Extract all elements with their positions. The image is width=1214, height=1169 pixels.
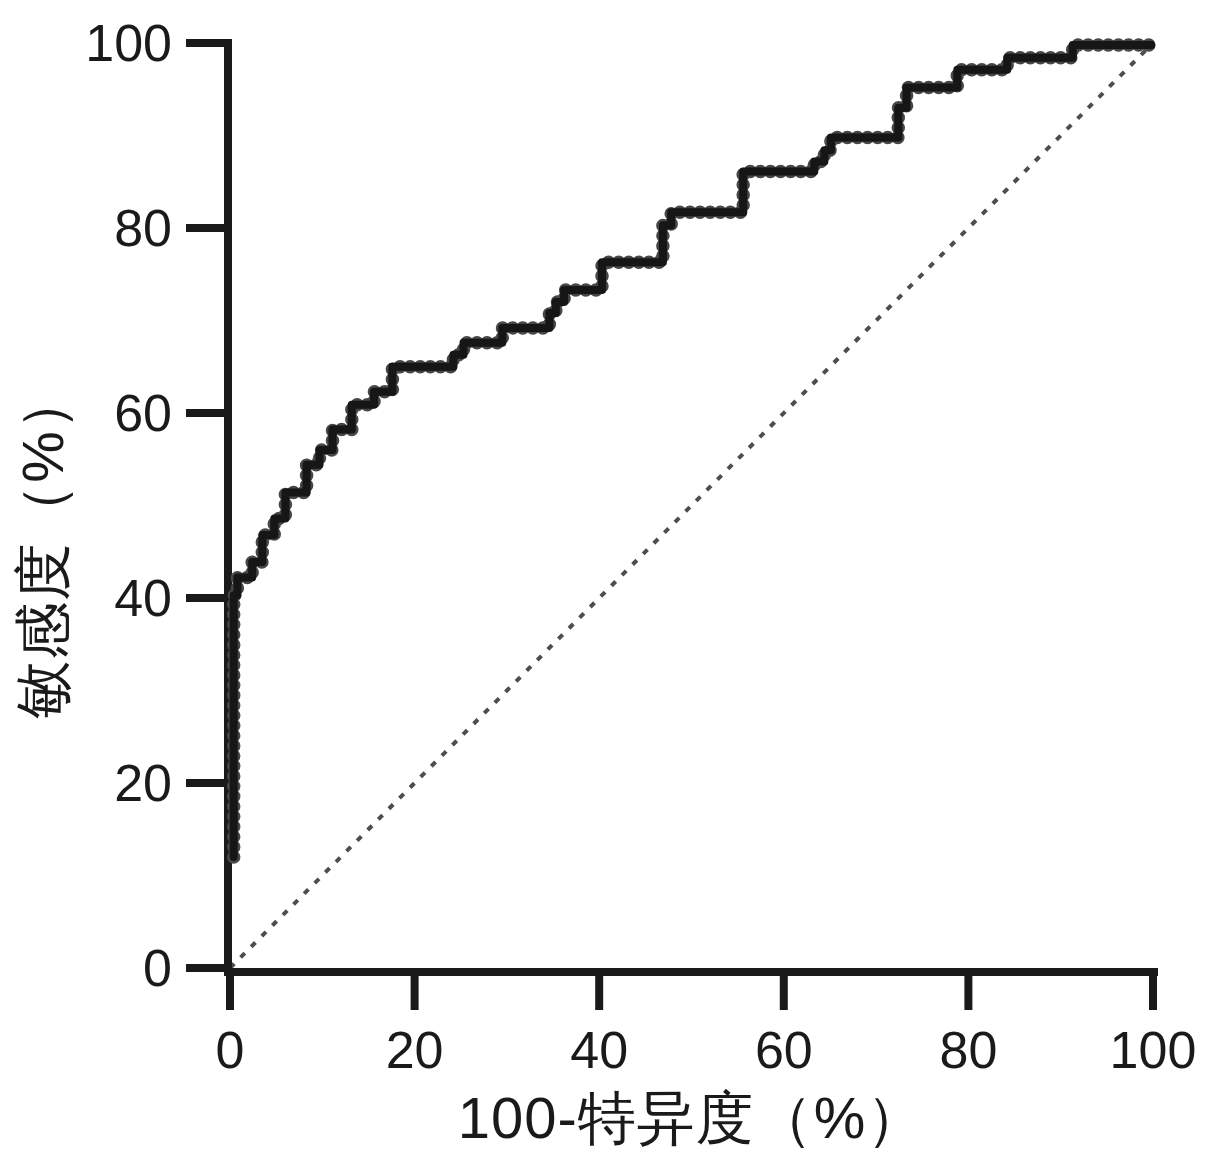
reference-diagonal-line — [230, 43, 1153, 968]
x-tick-label: 40 — [570, 1021, 628, 1079]
y-tick-label: 80 — [114, 199, 172, 257]
x-axis-title: 100-特异度（%） — [230, 1080, 1153, 1158]
roc-curve-line — [234, 45, 1151, 857]
y-tick-label: 20 — [114, 754, 172, 812]
roc-curve-markers — [234, 45, 1151, 857]
roc-chart-figure: 0 20 40 60 80 100 0 20 40 60 80 100 100-特异度（%） 敏感度（… — [0, 0, 1214, 1169]
roc-chart-canvas: 0 20 40 60 80 100 0 20 40 60 80 100 — [0, 0, 1214, 1169]
x-tick-label: 0 — [216, 1021, 245, 1079]
y-axis-title: 敏感度（%） — [5, 371, 83, 719]
x-tick-label: 80 — [939, 1021, 997, 1079]
x-tick-label: 20 — [386, 1021, 444, 1079]
x-tick-label: 60 — [755, 1021, 813, 1079]
x-tick-label: 100 — [1110, 1021, 1197, 1079]
y-tick-label: 100 — [85, 14, 172, 72]
y-tick-label: 60 — [114, 384, 172, 442]
y-tick-label: 0 — [143, 939, 172, 997]
y-tick-label: 40 — [114, 569, 172, 627]
